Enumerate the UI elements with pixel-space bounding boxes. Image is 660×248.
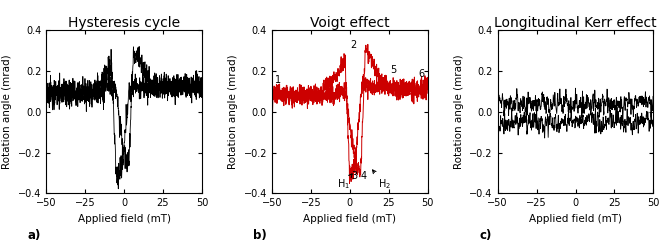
Text: b): b) xyxy=(253,229,267,243)
Text: 1: 1 xyxy=(275,75,281,85)
Text: H$_1$: H$_1$ xyxy=(337,174,352,191)
Title: Voigt effect: Voigt effect xyxy=(310,16,389,30)
Text: 4: 4 xyxy=(361,171,367,181)
Text: c): c) xyxy=(479,229,492,243)
X-axis label: Applied field (mT): Applied field (mT) xyxy=(304,214,396,224)
X-axis label: Applied field (mT): Applied field (mT) xyxy=(77,214,170,224)
Text: 2: 2 xyxy=(350,40,356,50)
Y-axis label: Rotation angle (mrad): Rotation angle (mrad) xyxy=(228,54,238,169)
Title: Longitudinal Kerr effect: Longitudinal Kerr effect xyxy=(494,16,657,30)
Title: Hysteresis cycle: Hysteresis cycle xyxy=(68,16,180,30)
Text: 3: 3 xyxy=(351,171,358,181)
X-axis label: Applied field (mT): Applied field (mT) xyxy=(529,214,622,224)
Text: a): a) xyxy=(28,229,41,243)
Text: H$_2$: H$_2$ xyxy=(372,170,391,191)
Text: 6: 6 xyxy=(418,69,424,79)
Y-axis label: Rotation angle (mrad): Rotation angle (mrad) xyxy=(454,54,464,169)
Text: 5: 5 xyxy=(390,65,397,75)
Y-axis label: Rotation angle (mrad): Rotation angle (mrad) xyxy=(2,54,13,169)
